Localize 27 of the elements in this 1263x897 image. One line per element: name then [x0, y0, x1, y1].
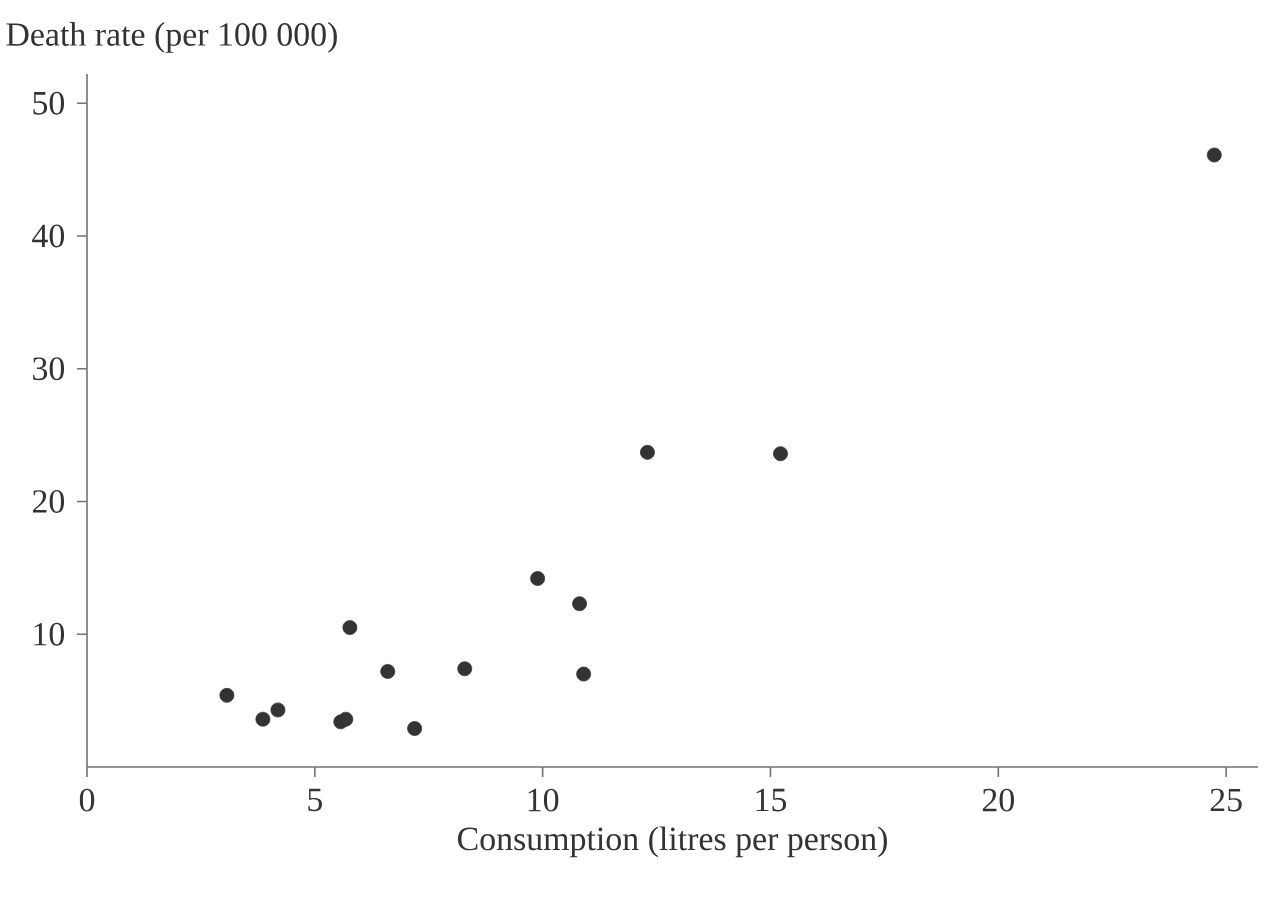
- y-axis-title: Death rate (per 100 000): [6, 22, 337, 53]
- y-tick-label: 40: [32, 224, 65, 248]
- point: [338, 711, 354, 727]
- y-tick-label: 30: [33, 357, 65, 381]
- point: [576, 666, 592, 682]
- point: [773, 446, 788, 462]
- x-axis-title: Consumption (litres per person): [457, 826, 887, 858]
- y-tick-label: 50: [33, 91, 65, 115]
- point: [407, 721, 423, 736]
- y-tick-label: 20: [32, 490, 65, 513]
- point: [1206, 147, 1222, 163]
- point: [342, 620, 358, 635]
- point: [640, 444, 655, 460]
- point: [270, 702, 286, 718]
- x-tick-label: 5: [308, 788, 322, 812]
- point: [572, 596, 587, 612]
- x-tick-label: 20: [982, 788, 1014, 812]
- point: [380, 664, 396, 679]
- point: [457, 661, 473, 677]
- x-tick-label: 25: [1210, 788, 1242, 812]
- x-tick-label: 15: [756, 788, 787, 812]
- y-tick-label: 10: [34, 622, 65, 646]
- point: [255, 711, 271, 727]
- x-tick-label: 10: [528, 788, 559, 812]
- point: [219, 687, 235, 703]
- point: [530, 571, 546, 586]
- x-tick-label: 0: [79, 788, 95, 812]
